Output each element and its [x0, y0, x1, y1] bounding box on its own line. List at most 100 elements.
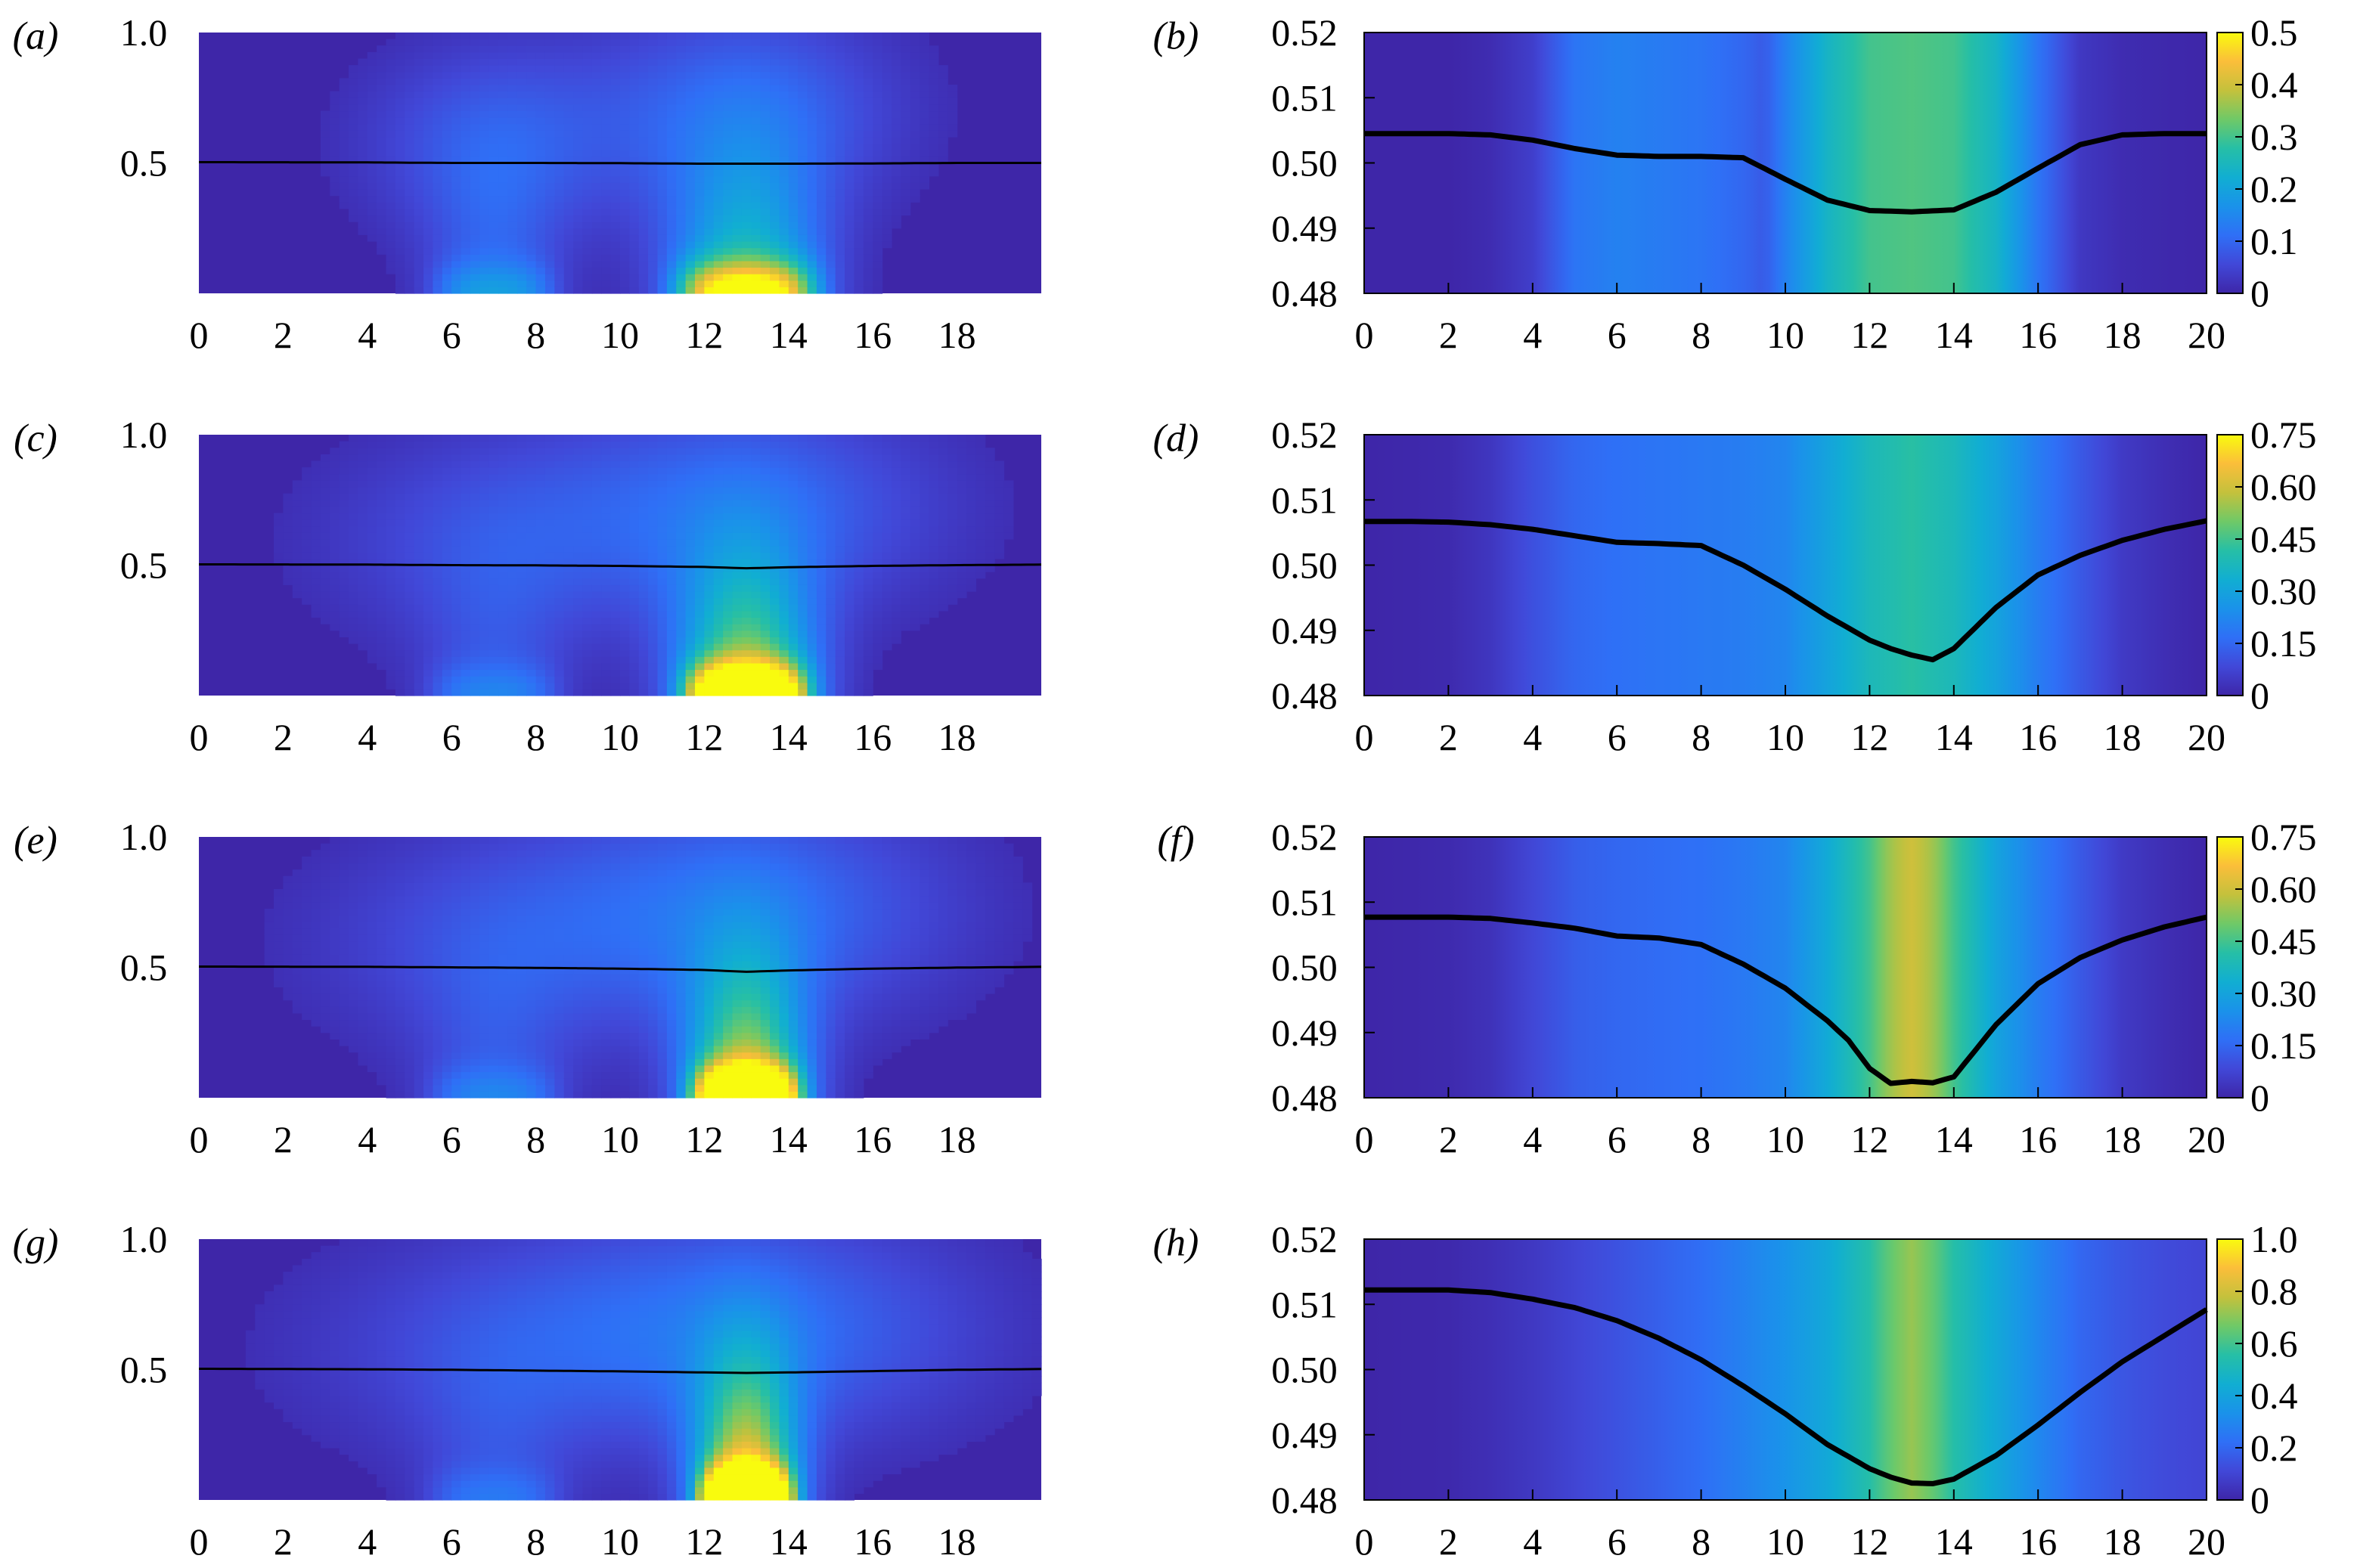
heatmap-cell: [516, 435, 527, 442]
heatmap-cell: [620, 260, 630, 268]
heatmap-cell: [423, 460, 434, 468]
heatmap-cell: [816, 525, 827, 533]
heatmap-cell: [629, 519, 640, 527]
heatmap-cell: [620, 247, 630, 255]
heatmap-cell: [770, 591, 780, 599]
heatmap-cell: [648, 597, 659, 605]
heatmap-cell: [451, 578, 462, 585]
heatmap-cell: [666, 630, 677, 637]
heatmap-cell: [405, 513, 415, 520]
heatmap-cell: [488, 676, 499, 683]
heatmap-cell: [526, 182, 537, 190]
heatmap-cell: [620, 591, 630, 599]
heatmap-cell: [695, 175, 705, 183]
heatmap-cell: [563, 493, 574, 500]
heatmap-cell: [741, 85, 752, 92]
heatmap-cell: [339, 195, 349, 203]
heatmap-cell: [929, 85, 939, 92]
heatmap-cell: [854, 39, 864, 46]
heatmap-cell: [498, 195, 509, 203]
heatmap-cell: [638, 656, 649, 664]
heatmap-cell: [695, 267, 705, 274]
heatmap-cell: [648, 572, 659, 579]
heatmap-cell: [349, 156, 359, 164]
heatmap-cell: [713, 493, 724, 500]
heatmap-cell: [582, 143, 593, 150]
heatmap-cell: [498, 175, 509, 183]
heatmap-cell: [414, 624, 424, 631]
heatmap-cell: [563, 604, 574, 612]
heatmap-cell: [349, 480, 359, 488]
heatmap-cell: [826, 473, 836, 481]
heatmap-cell: [901, 45, 911, 53]
heatmap-cell: [479, 604, 490, 612]
heatmap-cell: [788, 71, 799, 79]
heatmap-cell: [414, 519, 424, 527]
heatmap-cell: [573, 591, 584, 599]
heatmap-cell: [423, 222, 434, 229]
heatmap-cell: [573, 195, 584, 203]
heatmap-cell: [377, 578, 387, 585]
heatmap-cell: [395, 565, 405, 572]
heatmap-cell: [470, 195, 480, 203]
heatmap-cell: [629, 513, 640, 520]
heatmap-cell: [807, 267, 817, 274]
heatmap-cell: [882, 460, 892, 468]
heatmap-cell: [816, 637, 827, 644]
heatmap-cell: [498, 182, 509, 190]
heatmap-cell: [685, 104, 696, 112]
colorbar-tick-label: 0.2: [2250, 168, 2298, 210]
heatmap-cell: [451, 454, 462, 462]
heatmap-cell: [741, 643, 752, 651]
heatmap-cell: [638, 228, 649, 235]
heatmap-cell: [770, 123, 780, 131]
heatmap-cell: [751, 98, 761, 105]
heatmap-cell: [788, 539, 799, 547]
heatmap-cell: [648, 656, 659, 664]
heatmap-cell: [770, 624, 780, 631]
heatmap-cell: [507, 137, 518, 144]
heatmap-cell: [498, 519, 509, 527]
x-tick-label: 8: [1692, 314, 1710, 356]
heatmap-cell: [676, 169, 687, 177]
heatmap-cell: [938, 104, 948, 112]
heatmap-cell: [563, 532, 574, 540]
heatmap-cell: [349, 202, 359, 209]
heatmap-cell: [274, 539, 284, 547]
heatmap-cell: [629, 33, 640, 40]
heatmap-cell: [610, 58, 621, 66]
heatmap-cell: [526, 669, 537, 677]
heatmap-cell: [891, 565, 901, 572]
heatmap-cell: [751, 513, 761, 520]
heatmap-cell: [826, 487, 836, 494]
heatmap-cell: [741, 493, 752, 500]
heatmap-cell: [283, 572, 293, 579]
heatmap-cell: [461, 117, 471, 125]
heatmap-cell: [535, 584, 546, 592]
heatmap-cell: [451, 228, 462, 235]
heatmap-cell: [835, 506, 845, 514]
heatmap-cell: [779, 473, 789, 481]
heatmap-cell: [704, 195, 715, 203]
heatmap-cell: [676, 682, 687, 689]
heatmap-cell: [442, 163, 452, 170]
heatmap-cell: [423, 448, 434, 455]
colorbar-tick-label: 0.1: [2250, 220, 2298, 262]
heatmap-cell: [732, 487, 743, 494]
heatmap-cell: [751, 202, 761, 209]
heatmap-cell: [320, 506, 330, 514]
heatmap-cell: [507, 578, 518, 585]
heatmap-cell: [414, 454, 424, 462]
heatmap-cell: [554, 195, 565, 203]
heatmap-cell: [676, 45, 687, 53]
heatmap-cell: [563, 91, 574, 98]
heatmap-cell: [779, 287, 789, 294]
heatmap-cell: [854, 454, 864, 462]
heatmap-cell: [573, 454, 584, 462]
heatmap-cell: [367, 182, 377, 190]
heatmap-cell: [835, 500, 845, 507]
heatmap-cell: [723, 689, 733, 696]
heatmap-cell: [835, 662, 845, 671]
heatmap-cell: [349, 189, 359, 197]
heatmap-cell: [723, 473, 733, 481]
